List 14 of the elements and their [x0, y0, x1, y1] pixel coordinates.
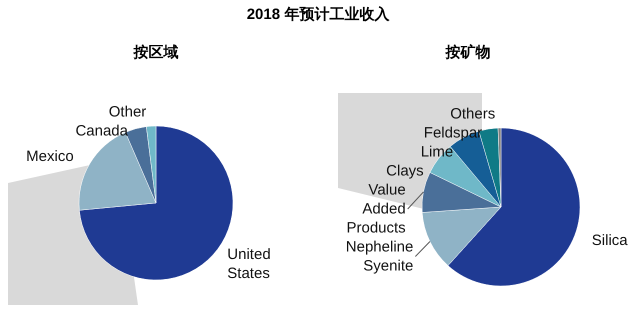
slice-label: Nepheline Syenite [346, 238, 414, 275]
slice-label: Lime [420, 144, 454, 161]
slice-label: Others [450, 106, 496, 123]
slice-label: Canada [75, 122, 129, 140]
slice-label: Feldspar [424, 124, 482, 142]
slice-label: Mexico [26, 148, 74, 166]
slice-label: Other [108, 104, 146, 121]
text: 2018 年预计工业收入 [246, 6, 390, 23]
slice-label: Value Added Products [346, 182, 406, 237]
chart-subtitle: 按区域 [132, 44, 178, 61]
slice-label: Clays [386, 162, 424, 180]
slice-label: United States [227, 246, 271, 282]
chart-subtitle: 按矿物 [444, 43, 490, 61]
slice-label: Silica [592, 232, 628, 249]
